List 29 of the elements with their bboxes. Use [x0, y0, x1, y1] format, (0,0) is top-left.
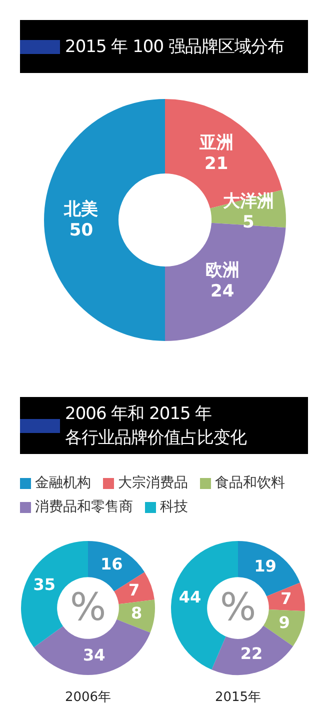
data-label: 35 [33, 574, 56, 594]
text: 2015年 [214, 689, 262, 706]
legend-label: 金融机构 [35, 474, 91, 492]
chart-title: 2006 年和 2015 年 [65, 402, 213, 426]
data-label: 8 [131, 603, 142, 622]
data-label: 19 [254, 556, 276, 576]
legend-label: 消费品和零售商 [35, 498, 133, 516]
slice-label: 欧洲 [205, 260, 240, 280]
data-label: 9 [278, 612, 290, 632]
data-label: 16 [100, 554, 123, 574]
legend-label: 食品和饮料 [215, 474, 285, 492]
slice-label: 北美 [63, 199, 98, 220]
legend-label: 科技 [160, 498, 188, 516]
text: % [220, 584, 256, 629]
data-label: 22 [240, 644, 263, 664]
chart-subtitle: 各行业品牌价值占比变化 [65, 426, 246, 450]
data-label: 21 [204, 154, 228, 174]
slice-label: 亚洲 [198, 133, 234, 154]
data-label: 44 [178, 587, 202, 606]
data-label: 50 [69, 220, 94, 240]
legend-label: 大宗消费品 [118, 474, 188, 492]
text: 2006年 [64, 689, 112, 706]
data-label: 5 [242, 212, 254, 233]
chart-title: 2015 年 100 强品牌区域分布 [65, 36, 284, 58]
text: % [70, 584, 106, 629]
data-label: 7 [128, 580, 140, 600]
data-label: 7 [280, 588, 292, 608]
data-label: 24 [210, 281, 234, 302]
data-label: 34 [83, 646, 106, 665]
